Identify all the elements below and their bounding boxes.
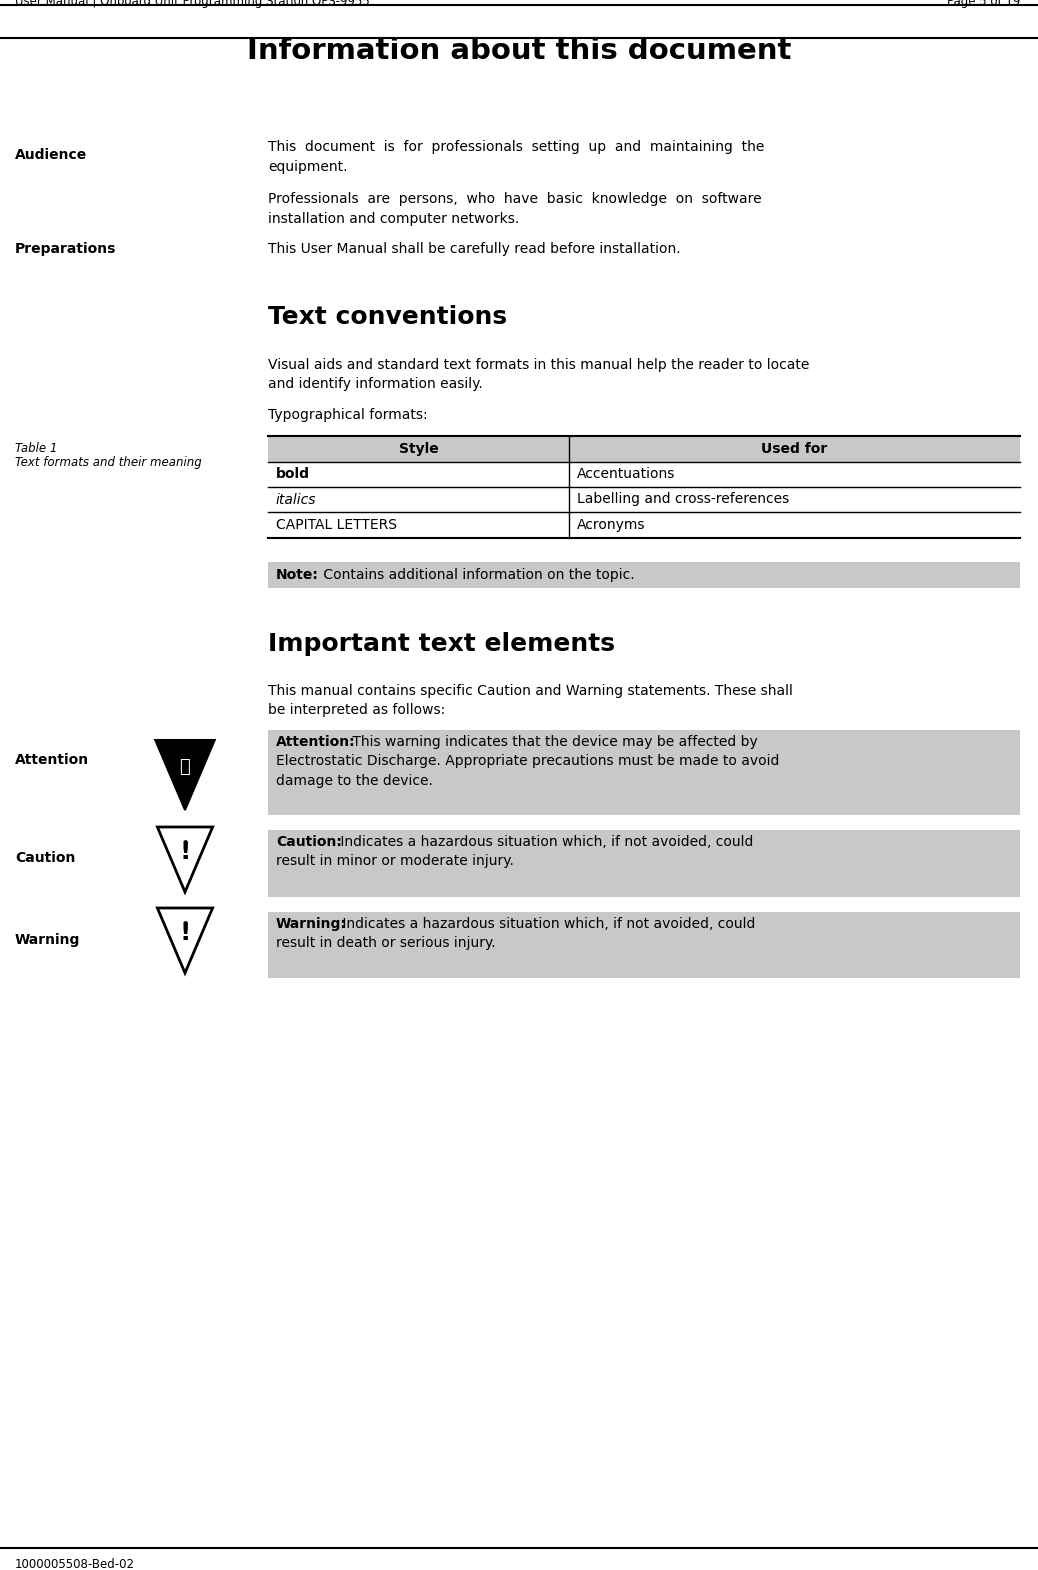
Text: equipment.: equipment. xyxy=(268,160,348,174)
Text: Warning: Warning xyxy=(15,933,80,947)
Text: Labelling and cross-references: Labelling and cross-references xyxy=(577,493,789,507)
Polygon shape xyxy=(268,487,1020,512)
Text: This  document  is  for  professionals  setting  up  and  maintaining  the: This document is for professionals setti… xyxy=(268,140,764,154)
Text: Acronyms: Acronyms xyxy=(577,518,646,532)
Text: Visual aids and standard text formats in this manual help the reader to locate: Visual aids and standard text formats in… xyxy=(268,358,810,372)
Text: italics: italics xyxy=(276,493,317,507)
Text: Text conventions: Text conventions xyxy=(268,305,508,330)
Text: result in minor or moderate injury.: result in minor or moderate injury. xyxy=(276,854,514,868)
Text: Professionals  are  persons,  who  have  basic  knowledge  on  software: Professionals are persons, who have basi… xyxy=(268,192,762,206)
Text: Note:: Note: xyxy=(276,568,319,582)
Text: and identify information easily.: and identify information easily. xyxy=(268,377,483,391)
Text: Attention:: Attention: xyxy=(276,735,356,749)
Text: .: . xyxy=(183,912,188,926)
Text: Table 1: Table 1 xyxy=(15,443,57,455)
Polygon shape xyxy=(158,827,213,892)
Text: 1000005508-Bed-02: 1000005508-Bed-02 xyxy=(15,1557,135,1570)
Text: be interpreted as follows:: be interpreted as follows: xyxy=(268,703,445,717)
Polygon shape xyxy=(268,562,1020,589)
Text: ✋: ✋ xyxy=(180,758,190,776)
Text: Accentuations: Accentuations xyxy=(577,468,675,482)
Polygon shape xyxy=(268,436,1020,462)
Text: .: . xyxy=(183,832,188,846)
Text: bold: bold xyxy=(276,468,310,482)
Text: Audience: Audience xyxy=(15,148,87,162)
Text: This manual contains specific Caution and Warning statements. These shall: This manual contains specific Caution an… xyxy=(268,685,793,699)
Polygon shape xyxy=(156,739,215,810)
Text: damage to the device.: damage to the device. xyxy=(276,774,433,788)
Polygon shape xyxy=(158,907,213,973)
Polygon shape xyxy=(268,512,1020,539)
Text: Indicates a hazardous situation which, if not avoided, could: Indicates a hazardous situation which, i… xyxy=(336,835,754,849)
Text: Attention: Attention xyxy=(15,754,89,768)
Text: Indicates a hazardous situation which, if not avoided, could: Indicates a hazardous situation which, i… xyxy=(338,917,756,931)
Text: Electrostatic Discharge. Appropriate precautions must be made to avoid: Electrostatic Discharge. Appropriate pre… xyxy=(276,754,780,768)
Polygon shape xyxy=(268,912,1020,978)
Text: Style: Style xyxy=(399,443,438,455)
Text: Typographical formats:: Typographical formats: xyxy=(268,408,428,422)
Polygon shape xyxy=(268,462,1020,487)
Text: installation and computer networks.: installation and computer networks. xyxy=(268,212,519,226)
Text: This warning indicates that the device may be affected by: This warning indicates that the device m… xyxy=(348,735,758,749)
Text: Caution:: Caution: xyxy=(276,835,342,849)
Text: This User Manual shall be carefully read before installation.: This User Manual shall be carefully read… xyxy=(268,242,681,256)
Text: Text formats and their meaning: Text formats and their meaning xyxy=(15,455,201,469)
Text: Warning:: Warning: xyxy=(276,917,347,931)
Text: User Manual | Onboard Unit Programming Station OPS-9955: User Manual | Onboard Unit Programming S… xyxy=(15,0,370,8)
Text: result in death or serious injury.: result in death or serious injury. xyxy=(276,936,495,950)
Text: Information about this document: Information about this document xyxy=(247,38,791,64)
Text: Contains additional information on the topic.: Contains additional information on the t… xyxy=(319,568,634,582)
Polygon shape xyxy=(268,831,1020,896)
Text: Used for: Used for xyxy=(761,443,827,455)
Text: Preparations: Preparations xyxy=(15,242,116,256)
Polygon shape xyxy=(268,730,1020,815)
Text: Page 5 of 19: Page 5 of 19 xyxy=(947,0,1020,8)
Text: Important text elements: Important text elements xyxy=(268,633,614,656)
Text: !: ! xyxy=(180,920,191,945)
Text: CAPITAL LETTERS: CAPITAL LETTERS xyxy=(276,518,397,532)
Text: Caution: Caution xyxy=(15,851,76,865)
Text: !: ! xyxy=(180,840,191,864)
